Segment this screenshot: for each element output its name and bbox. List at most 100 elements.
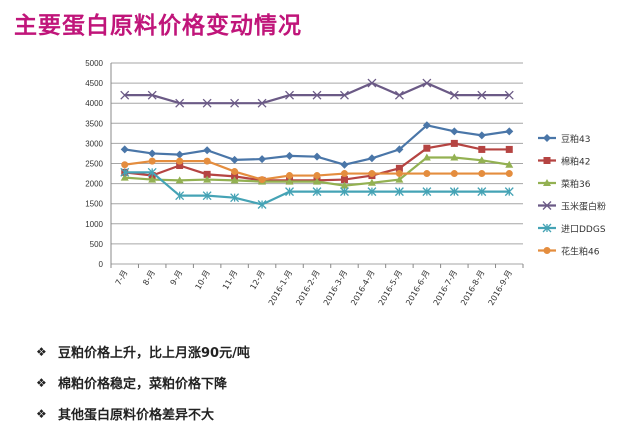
legend-marker-icon	[543, 247, 551, 254]
data-point	[504, 187, 514, 197]
data-point	[176, 157, 184, 165]
data-point	[203, 175, 212, 183]
bullet-item: ❖ 其他蛋白原料价格差异不大	[36, 398, 250, 429]
data-point	[203, 170, 211, 178]
x-tick-label: 2016-5-月	[377, 269, 404, 307]
y-tick-label: 2000	[85, 180, 103, 189]
data-point	[450, 153, 459, 161]
data-point	[313, 177, 321, 185]
data-point	[175, 150, 184, 159]
data-point	[285, 187, 294, 197]
data-point	[395, 175, 404, 183]
data-point	[285, 151, 294, 160]
data-point	[450, 139, 458, 147]
data-point	[257, 200, 267, 209]
data-point	[313, 172, 321, 180]
bullet-text: 其他蛋白原料价格差异不大	[58, 408, 215, 423]
data-point	[504, 90, 514, 100]
data-point	[202, 191, 212, 201]
legend-marker-icon	[542, 223, 552, 233]
data-point	[367, 154, 376, 163]
data-point	[340, 181, 349, 189]
data-point	[148, 149, 157, 158]
legend-marker-icon	[543, 179, 551, 186]
data-point	[478, 145, 486, 153]
data-point	[423, 170, 431, 178]
diamond-bullet-icon: ❖	[36, 375, 47, 390]
data-point	[450, 127, 459, 136]
data-point	[286, 172, 294, 180]
legend-marker-icon	[542, 201, 552, 210]
x-tick-label: 2016-7-月	[432, 269, 459, 307]
data-point	[395, 145, 404, 154]
x-tick-label: 2016-3-月	[322, 269, 349, 307]
data-point	[477, 131, 486, 140]
data-point	[477, 90, 487, 100]
data-point	[394, 187, 404, 197]
data-point	[231, 172, 239, 180]
data-point	[477, 156, 486, 164]
data-point	[120, 167, 130, 177]
data-point	[258, 155, 267, 164]
data-point	[202, 98, 212, 108]
legend-marker-icon	[543, 134, 551, 142]
data-point	[312, 187, 322, 197]
data-point	[368, 170, 376, 178]
data-point	[121, 161, 129, 169]
y-tick-label: 3500	[85, 119, 103, 128]
y-tick-label: 1500	[85, 200, 103, 209]
data-point	[120, 90, 130, 100]
x-tick-label: 12-月	[248, 269, 266, 292]
data-point	[230, 176, 239, 184]
data-point	[120, 145, 129, 154]
data-point	[367, 78, 377, 88]
bullet-item: ❖ 棉粕价格稳定，菜粕价格下降	[36, 367, 250, 398]
data-point	[505, 145, 513, 153]
bullet-list: ❖ 豆粕价格上升，比上月涨90元/吨 ❖ 棉粕价格稳定，菜粕价格下降 ❖ 其他蛋白原料…	[36, 336, 250, 429]
diamond-bullet-icon: ❖	[36, 406, 47, 421]
x-tick-label: 2016-1-月	[267, 269, 294, 307]
x-tick-label: 2016-4-月	[349, 269, 376, 307]
data-point	[505, 127, 514, 136]
data-point	[340, 187, 349, 197]
y-tick-label: 2500	[85, 160, 103, 169]
x-tick-label: 10-月	[194, 269, 212, 292]
data-point	[422, 78, 432, 88]
y-tick-label: 4500	[85, 79, 103, 88]
y-tick-label: 4000	[85, 99, 103, 108]
data-point	[176, 162, 184, 170]
data-point	[367, 187, 377, 197]
data-point	[367, 178, 376, 186]
data-point	[258, 176, 266, 184]
data-point	[505, 170, 513, 178]
legend-label: 花生粕46	[561, 246, 600, 258]
data-point	[148, 157, 156, 165]
data-point	[422, 153, 431, 161]
bullet-item: ❖ 豆粕价格上升，比上月涨90元/吨	[36, 336, 250, 367]
data-point	[175, 176, 184, 184]
data-point	[422, 121, 431, 130]
x-tick-label: 2016-9-月	[487, 269, 514, 307]
data-point	[147, 167, 157, 177]
legend-label: 菜粕36	[561, 178, 591, 190]
data-point	[285, 90, 294, 100]
data-point	[148, 175, 157, 183]
legend-label: 玉米蛋白粉	[561, 201, 606, 213]
data-point	[477, 187, 487, 197]
x-tick-label: 2016-6-月	[404, 269, 431, 307]
data-point	[285, 177, 294, 185]
y-tick-label: 1000	[85, 220, 103, 229]
data-point	[230, 98, 240, 108]
data-point	[231, 168, 239, 176]
data-point	[175, 191, 185, 201]
data-point	[340, 176, 348, 184]
bullet-text: 豆粕价格上升，比上月涨90元/吨	[58, 346, 250, 361]
data-point	[505, 160, 514, 168]
data-point	[120, 173, 129, 181]
data-point	[478, 170, 486, 178]
data-point	[340, 170, 348, 178]
data-point	[395, 164, 403, 172]
data-point	[340, 90, 349, 100]
data-point	[422, 187, 432, 197]
y-tick-label: 3000	[85, 139, 103, 148]
